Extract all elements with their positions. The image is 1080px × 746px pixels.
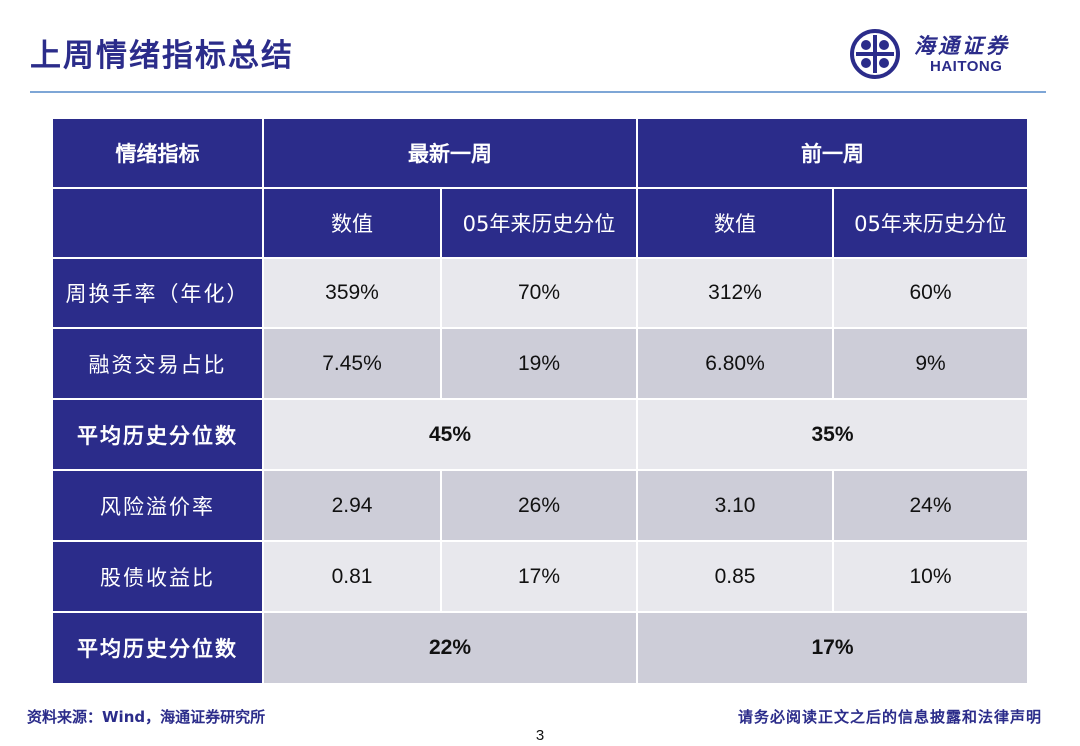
logo-name-cn: 海通证券 (914, 34, 1010, 58)
cell-prev-percentile: 24% (832, 469, 1029, 542)
subheader-empty (51, 187, 264, 259)
title-divider (30, 91, 1046, 93)
cell-latest-percentile: 26% (440, 469, 638, 542)
page-number: 3 (535, 727, 545, 744)
table-row-average: 平均历史分位数 22% 17% (51, 611, 1029, 685)
disclaimer-note: 请务必阅读正文之后的信息披露和法律声明 (737, 708, 1042, 726)
cell-prev-percentile: 9% (832, 327, 1029, 400)
subheader-latest-percentile: 05年来历史分位 (440, 187, 638, 259)
cell-prev-average: 35% (636, 398, 1029, 471)
logo-name-en: HAITONG (930, 58, 1003, 75)
page-title: 上周情绪指标总结 (30, 38, 294, 74)
subheader-prev-percentile: 05年来历史分位 (832, 187, 1029, 259)
cell-latest-percentile: 19% (440, 327, 638, 400)
cell-prev-value: 6.80% (636, 327, 834, 400)
table-subheader-row: 数值 05年来历史分位 数值 05年来历史分位 (51, 187, 1029, 259)
sentiment-table: 情绪指标 最新一周 前一周 数值 05年来历史分位 数值 05年来历史分位 周换… (51, 117, 1029, 685)
header-latest-week: 最新一周 (262, 117, 638, 189)
cell-prev-value: 3.10 (636, 469, 834, 542)
row-label: 股债收益比 (51, 540, 264, 613)
cell-latest-value: 7.45% (262, 327, 442, 400)
subheader-prev-value: 数值 (636, 187, 834, 259)
table-row: 风险溢价率 2.94 26% 3.10 24% (51, 469, 1029, 542)
table-row-average: 平均历史分位数 45% 35% (51, 398, 1029, 471)
cell-latest-value: 359% (262, 257, 442, 329)
table-row: 融资交易占比 7.45% 19% 6.80% 9% (51, 327, 1029, 400)
cell-latest-value: 0.81 (262, 540, 442, 613)
cell-latest-average: 22% (262, 611, 638, 685)
company-logo: 海通证券 HAITONG (848, 28, 1048, 82)
table-row: 股债收益比 0.81 17% 0.85 10% (51, 540, 1029, 613)
cell-latest-percentile: 70% (440, 257, 638, 329)
cell-prev-value: 0.85 (636, 540, 834, 613)
haitong-emblem-icon (850, 29, 900, 79)
cell-prev-percentile: 60% (832, 257, 1029, 329)
row-label: 平均历史分位数 (51, 611, 264, 685)
cell-prev-percentile: 10% (832, 540, 1029, 613)
row-label: 风险溢价率 (51, 469, 264, 542)
cell-latest-value: 2.94 (262, 469, 442, 542)
cell-latest-percentile: 17% (440, 540, 638, 613)
table-header-row: 情绪指标 最新一周 前一周 (51, 117, 1029, 189)
header-prev-week: 前一周 (636, 117, 1029, 189)
subheader-latest-value: 数值 (262, 187, 442, 259)
table-row: 周换手率（年化） 359% 70% 312% 60% (51, 257, 1029, 329)
row-label: 周换手率（年化） (51, 257, 264, 329)
row-label: 融资交易占比 (51, 327, 264, 400)
source-note: 资料来源：Wind，海通证券研究所 (27, 708, 266, 726)
cell-prev-value: 312% (636, 257, 834, 329)
cell-latest-average: 45% (262, 398, 638, 471)
row-label: 平均历史分位数 (51, 398, 264, 471)
header-indicator: 情绪指标 (51, 117, 264, 189)
cell-prev-average: 17% (636, 611, 1029, 685)
